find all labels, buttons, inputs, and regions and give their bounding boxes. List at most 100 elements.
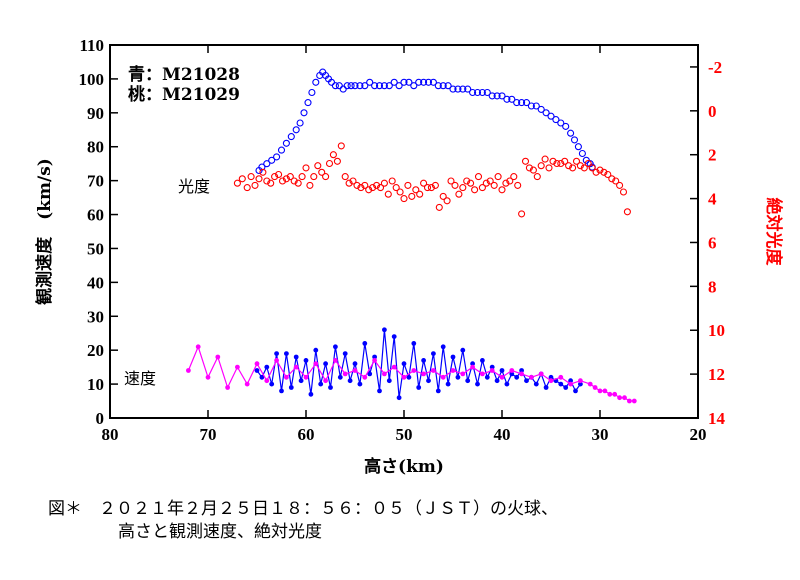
- data-point: [549, 157, 557, 165]
- data-point: [519, 371, 524, 377]
- data-point: [401, 361, 407, 367]
- data-point: [353, 181, 361, 189]
- data-point: [372, 358, 377, 363]
- y-right-tick-label: 6: [708, 233, 717, 252]
- data-point: [508, 95, 516, 103]
- data-point: [205, 374, 211, 380]
- series-1: [233, 142, 631, 218]
- data-point: [434, 82, 442, 90]
- y-left-tick-label: 20: [87, 341, 104, 360]
- data-point: [498, 186, 506, 194]
- data-point: [573, 388, 578, 394]
- data-point: [386, 378, 392, 384]
- data-point: [600, 168, 608, 176]
- data-point: [404, 181, 412, 189]
- y-left-tick-label: 60: [87, 206, 104, 225]
- data-point: [298, 378, 304, 384]
- y-left-tick-label: 40: [87, 273, 104, 292]
- data-point: [385, 82, 393, 90]
- data-point: [435, 203, 443, 211]
- data-point: [267, 179, 275, 187]
- data-point: [343, 82, 351, 90]
- data-point: [293, 354, 299, 360]
- data-point: [373, 181, 381, 189]
- data-point: [396, 395, 402, 401]
- data-point: [331, 82, 339, 90]
- data-point: [565, 162, 573, 170]
- data-point: [342, 351, 348, 356]
- data-point: [415, 78, 423, 86]
- data-point: [361, 181, 369, 189]
- data-point: [449, 85, 457, 93]
- data-point: [186, 368, 191, 373]
- data-point: [258, 163, 266, 171]
- data-point: [391, 334, 397, 339]
- data-point: [426, 378, 431, 384]
- data-point: [483, 88, 491, 97]
- data-point: [502, 179, 510, 187]
- data-point: [482, 179, 490, 187]
- y-right-tick-label: 12: [708, 365, 725, 384]
- y-left-tick-label: 80: [87, 138, 104, 157]
- data-point: [352, 368, 358, 373]
- data-point: [337, 142, 345, 150]
- data-point: [584, 159, 592, 168]
- data-point: [439, 82, 447, 90]
- data-point: [308, 88, 316, 97]
- data-point: [580, 164, 588, 172]
- data-point: [366, 78, 374, 86]
- data-point: [537, 105, 545, 113]
- y-right-tick-label: -2: [708, 58, 722, 77]
- data-point: [411, 368, 417, 373]
- data-point: [225, 385, 231, 390]
- data-point: [576, 162, 584, 170]
- data-point: [435, 388, 441, 394]
- data-point: [274, 358, 279, 363]
- data-point: [509, 368, 515, 373]
- data-point: [470, 364, 475, 370]
- x-tick-label: 70: [200, 425, 217, 444]
- data-point: [486, 177, 494, 185]
- y-right-axis-label: 絶対光度: [763, 198, 784, 267]
- data-point: [451, 181, 459, 189]
- data-point: [627, 398, 632, 404]
- data-point: [474, 173, 483, 181]
- data-point: [254, 361, 260, 367]
- legend-entry: 桃：M21029: [128, 84, 240, 105]
- data-point: [335, 82, 343, 90]
- data-point: [288, 385, 294, 390]
- data-point: [464, 85, 472, 93]
- x-tick-label: 50: [396, 425, 413, 444]
- data-point: [290, 177, 298, 185]
- legend-entry: 青：M21028: [128, 64, 240, 85]
- data-point: [362, 341, 368, 346]
- data-point: [367, 371, 373, 377]
- data-point: [490, 181, 498, 189]
- data-point: [322, 173, 330, 181]
- data-point: [286, 173, 294, 181]
- x-tick-label: 20: [690, 425, 707, 444]
- data-point: [469, 88, 477, 97]
- data-point: [296, 119, 304, 127]
- data-point: [541, 155, 549, 163]
- data-point: [421, 371, 426, 377]
- data-point: [470, 361, 475, 367]
- data-point: [475, 381, 480, 387]
- y-left-tick-label: 50: [87, 239, 104, 258]
- data-point: [557, 159, 565, 168]
- data-point: [570, 136, 579, 144]
- x-axis-label: 高さ(km): [364, 456, 444, 477]
- data-point: [439, 192, 447, 200]
- data-point: [529, 374, 534, 380]
- data-point: [519, 368, 524, 373]
- data-point: [312, 78, 320, 86]
- data-point: [592, 168, 600, 176]
- y-right-tick-label: 2: [708, 146, 717, 165]
- data-point: [494, 378, 500, 384]
- data-point: [392, 184, 400, 192]
- data-point: [431, 351, 436, 356]
- data-point: [345, 179, 353, 187]
- data-point: [533, 381, 539, 387]
- data-point: [369, 184, 377, 192]
